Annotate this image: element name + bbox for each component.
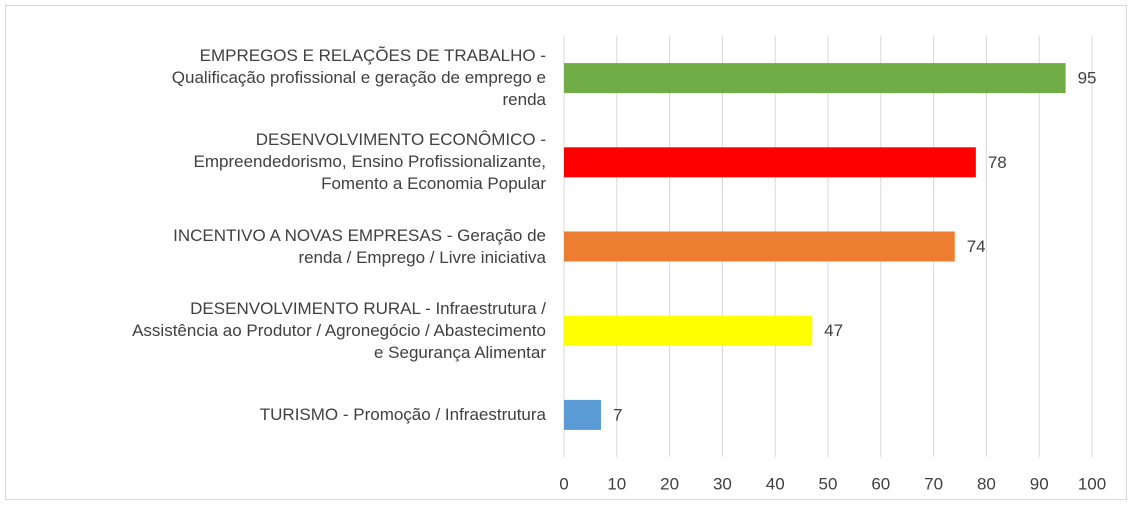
value-label: 95: [1078, 69, 1097, 88]
x-tick-label: 80: [977, 474, 996, 493]
x-tick-label: 20: [660, 474, 679, 493]
x-tick-label: 100: [1078, 474, 1106, 493]
chart-border: [5, 5, 1127, 500]
value-label: 7: [613, 405, 622, 424]
bar: [564, 147, 976, 178]
x-tick-label: 40: [766, 474, 785, 493]
x-tick-label: 0: [559, 474, 568, 493]
bar: [564, 315, 813, 346]
x-tick-label: 70: [924, 474, 943, 493]
value-label: 47: [824, 321, 843, 340]
category-label: TURISMO - Promoção / Infraestrutura: [259, 404, 546, 424]
category-label: DESENVOLVIMENTO RURAL - Infraestrutura /…: [132, 298, 546, 362]
x-tick-label: 30: [713, 474, 732, 493]
bar: [564, 231, 955, 262]
category-label: DESENVOLVIMENTO ECONÔMICO - Empreendedor…: [193, 130, 546, 194]
value-label: 74: [967, 237, 986, 256]
x-tick-label: 50: [819, 474, 838, 493]
x-tick-label: 10: [607, 474, 626, 493]
value-label: 78: [988, 153, 1007, 172]
category-label: EMPREGOS E RELAÇÕES DE TRABALHO - Qualif…: [171, 46, 546, 110]
bar: [564, 399, 601, 430]
bar: [564, 63, 1066, 94]
category-label: INCENTIVO A NOVAS EMPRESAS - Geração de …: [173, 225, 546, 267]
x-tick-label: 60: [871, 474, 890, 493]
x-tick-label: 90: [1030, 474, 1049, 493]
